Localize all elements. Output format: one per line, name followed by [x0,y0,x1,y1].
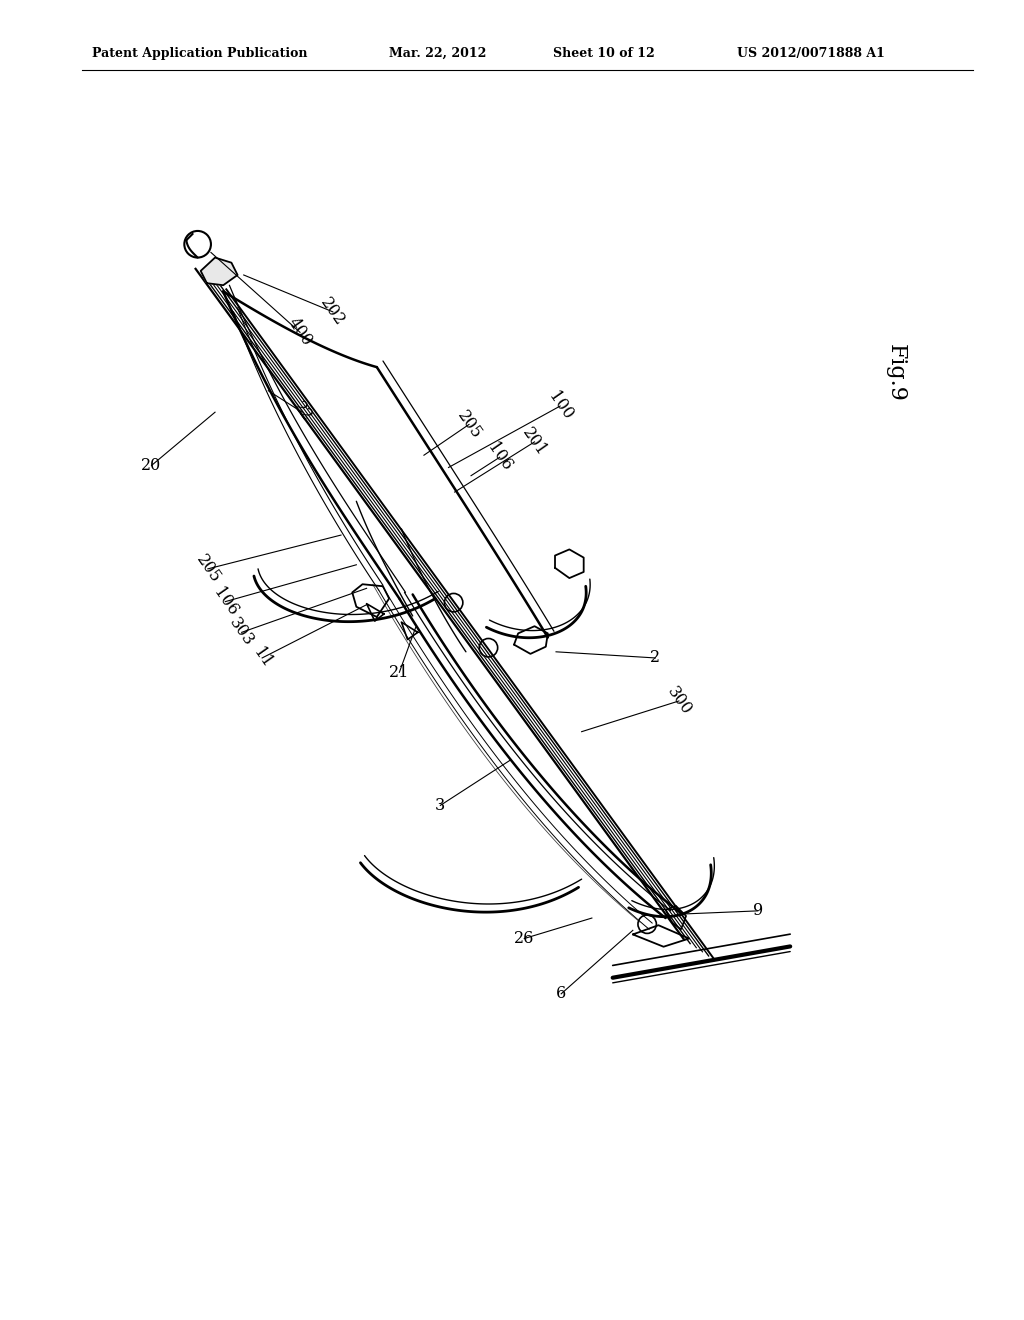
Text: Sheet 10 of 12: Sheet 10 of 12 [553,46,654,59]
Text: 21: 21 [389,664,410,681]
Text: 100: 100 [545,388,575,424]
Text: Mar. 22, 2012: Mar. 22, 2012 [389,46,486,59]
Text: 6: 6 [556,985,566,1002]
Text: 9: 9 [753,903,763,919]
Text: 20: 20 [141,457,162,474]
Text: 106: 106 [484,440,515,475]
Polygon shape [201,257,238,285]
Text: 26: 26 [514,931,535,946]
Text: 205: 205 [454,407,484,442]
Text: 3: 3 [435,797,445,814]
Text: 205: 205 [193,552,223,586]
Text: 400: 400 [285,315,315,350]
Text: Patent Application Publication: Patent Application Publication [92,46,307,59]
Text: 106: 106 [210,585,241,619]
Text: US 2012/0071888 A1: US 2012/0071888 A1 [737,46,885,59]
Text: 201: 201 [519,425,550,459]
Text: 202: 202 [317,294,348,329]
Text: Fig.9: Fig.9 [885,345,907,403]
Text: 300: 300 [664,684,694,718]
Text: 11: 11 [249,644,275,672]
Text: 303: 303 [226,615,257,649]
Text: 22: 22 [290,399,314,425]
Text: 2: 2 [650,649,660,667]
